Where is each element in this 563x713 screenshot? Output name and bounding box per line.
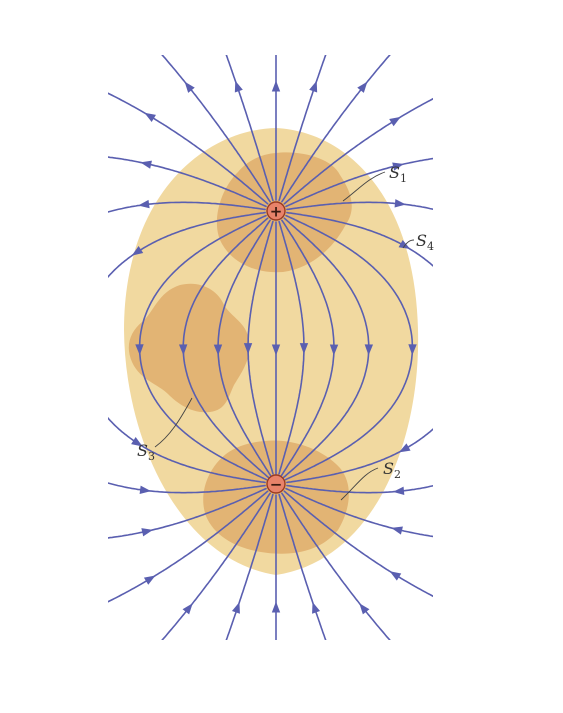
field-arrow — [135, 344, 144, 356]
surface-s3 — [128, 283, 250, 413]
field-line — [108, 487, 267, 539]
field-arrow — [398, 239, 411, 250]
field-arrow — [392, 162, 404, 171]
field-arrow — [140, 160, 152, 169]
field-arrow — [271, 344, 281, 356]
field-arrow — [329, 344, 339, 356]
field-arrow — [184, 81, 195, 93]
field-line — [278, 493, 327, 640]
field-line — [286, 428, 433, 484]
field-arrow — [178, 344, 188, 356]
field-arrow — [144, 112, 156, 123]
s1-leader — [342, 171, 386, 202]
field-line — [286, 211, 433, 267]
field-arrow — [312, 601, 321, 614]
field-arrow — [392, 486, 405, 495]
field-arrow — [141, 528, 153, 537]
field-line — [225, 493, 274, 640]
field-line — [281, 55, 391, 203]
field-line — [108, 92, 269, 205]
s4-label: S4 — [416, 231, 434, 253]
surface-s4 — [124, 128, 419, 575]
s2-label: S2 — [383, 459, 401, 481]
field-arrow — [359, 603, 370, 615]
field-line — [108, 490, 269, 603]
field-arrow — [391, 526, 403, 535]
s3-label: S3 — [137, 441, 155, 463]
field-arrow — [398, 443, 411, 453]
field-line — [108, 201, 266, 213]
field-arrow — [309, 80, 318, 93]
field-line — [161, 55, 271, 203]
field-line — [283, 97, 433, 205]
field-line — [161, 492, 271, 640]
field-line — [108, 482, 266, 494]
field-arrow — [299, 343, 309, 355]
s4-leader — [402, 239, 415, 249]
negative-charge: − — [266, 474, 286, 494]
field-arrow — [131, 437, 143, 447]
field-arrow — [143, 575, 156, 585]
field-arrow — [389, 571, 402, 581]
s3-leader — [154, 397, 193, 448]
positive-charge-sign: + — [270, 203, 283, 221]
field-arrow — [234, 80, 243, 93]
positive-charge: + — [266, 201, 286, 221]
field-line — [285, 487, 433, 538]
field-line — [286, 201, 433, 211]
field-line — [285, 157, 433, 208]
field-arrow — [231, 601, 240, 614]
field-line — [286, 484, 433, 494]
field-arrow — [271, 601, 281, 613]
field-arrow — [243, 343, 253, 355]
field-line — [108, 416, 266, 484]
field-arrow — [364, 344, 374, 356]
field-arrow — [408, 344, 417, 356]
field-line — [278, 55, 327, 202]
field-arrow — [271, 80, 281, 92]
field-arrow — [182, 603, 193, 615]
field-lines — [108, 55, 433, 640]
field-line — [281, 492, 391, 640]
s1-label: S1 — [389, 163, 407, 185]
field-line — [108, 156, 267, 208]
field-arrow — [138, 199, 150, 209]
field-arrow — [139, 485, 152, 494]
negative-charge-sign: − — [270, 476, 283, 494]
field-arrow — [357, 81, 368, 93]
s2-leader — [340, 467, 379, 501]
field-arrow — [389, 116, 401, 127]
field-line — [108, 211, 266, 279]
field-line — [283, 490, 433, 598]
field-arrow — [213, 344, 223, 356]
field-arrow — [394, 199, 406, 208]
field-line — [225, 55, 274, 202]
field-arrow — [131, 246, 144, 256]
